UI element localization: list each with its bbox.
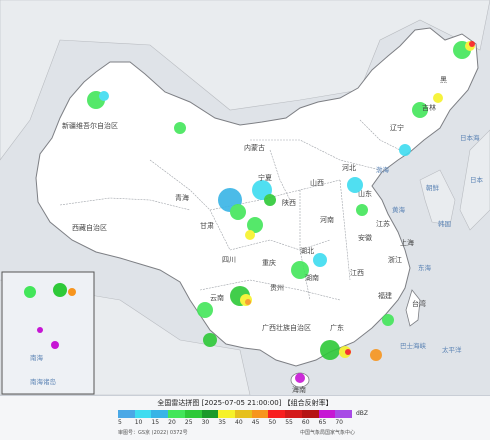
label-shanxi: 山西 (310, 178, 324, 187)
label-anhui: 安徽 (358, 233, 372, 242)
legend-tick-label: 20 (168, 419, 176, 426)
legend-title: 全国雷达拼图 [2025-07-05 21:00:00] 【组合反射率】 (157, 399, 333, 407)
label-nanhai-islands: 南海诸岛 (30, 377, 56, 386)
label-guangxi: 广西壮族自治区 (262, 323, 311, 332)
label-hebei: 河北 (342, 164, 356, 172)
radar-echoes (87, 41, 475, 383)
label-henan: 河南 (320, 215, 334, 224)
label-hunan: 湖南 (305, 273, 319, 282)
label-bashi: 巴士海峡 (400, 341, 427, 350)
label-hainan: 海南 (292, 385, 306, 394)
legend-tick-label: 45 (251, 419, 260, 426)
label-taiwan: 台湾 (412, 299, 426, 308)
map-labels: 新疆维吾尔自治区 西藏自治区 青海 内蒙古 甘肃 四川 云南 贵州 广西壮族自治… (62, 76, 447, 394)
inset-echoes (24, 283, 76, 349)
label-neimenggu: 内蒙古 (244, 143, 265, 152)
legend-swatch (134, 410, 152, 418)
label-korea-south: 韩国 (438, 219, 451, 228)
legend-swatch (251, 410, 269, 418)
legend-tick-label: 30 (201, 419, 210, 426)
legend-swatch (118, 410, 135, 418)
label-guangdong: 广东 (330, 323, 344, 332)
label-nanhai: 南海 (30, 353, 44, 362)
label-sichuan: 四川 (222, 256, 236, 264)
label-chongqing: 重庆 (262, 258, 276, 267)
legend-swatch (201, 410, 219, 418)
neighbor-land-korea (419, 169, 456, 226)
label-yunnan: 云南 (210, 293, 224, 302)
label-hei: 黑 (440, 76, 447, 84)
legend-panel: 全国雷达拼图 [2025-07-05 21:00:00] 【组合反射率】 5 10… (0, 395, 490, 440)
label-zhejiang: 浙江 (388, 255, 402, 264)
label-xizang: 西藏自治区 (72, 223, 107, 232)
legend-swatch (301, 410, 319, 418)
legend-swatch (218, 410, 236, 418)
neighbor-land-north (0, 0, 490, 161)
label-shandong: 山东 (358, 189, 372, 198)
legend-swatch (151, 410, 169, 418)
label-korea-north: 朝鲜 (426, 183, 440, 192)
legend-tick-label: 50 (268, 419, 277, 426)
legend-tick-label: 65 (318, 419, 327, 426)
legend-colorbar (118, 410, 353, 418)
legend-tick-label: 60 (301, 419, 310, 426)
label-liaoning: 辽宁 (390, 123, 404, 132)
credit-text: 中国气象局国家气象中心 (300, 430, 356, 436)
taiwan-island (405, 289, 421, 327)
map-approval-number: 审图号：GS京 (2022) 0372号 (118, 430, 188, 436)
radar-map: 新疆维吾尔自治区 西藏自治区 青海 内蒙古 甘肃 四川 云南 贵州 广西壮族自治… (0, 0, 490, 395)
legend-tick-label: 35 (218, 419, 226, 426)
label-ningxia: 宁夏 (258, 173, 272, 182)
label-donghai: 东海 (418, 263, 432, 272)
label-hubei: 湖北 (300, 246, 314, 255)
label-bohai: 渤海 (376, 165, 390, 174)
legend-ticks: 5 10 15 20 25 30 35 40 45 50 55 60 65 70 (118, 419, 352, 429)
legend-tick-label: 70 (335, 419, 343, 426)
label-guizhou: 贵州 (270, 283, 284, 292)
south-china-sea-inset (1, 271, 95, 395)
legend-swatch (318, 410, 336, 418)
legend-swatch (285, 410, 302, 418)
label-fujian: 福建 (378, 291, 392, 300)
legend-swatch (235, 410, 252, 418)
legend-swatch (335, 410, 353, 418)
label-gansu: 甘肃 (200, 221, 214, 230)
neighbor-land-japan (459, 129, 490, 231)
label-huanghai: 黄海 (392, 205, 406, 214)
legend-swatch (184, 410, 202, 418)
legend-tick-label: 10 (134, 419, 143, 426)
sea-labels: 黄海 东海 太平洋 南海 渤海 日本海 巴士海峡 南海诸岛 朝鲜 韩国 日本 (30, 133, 484, 386)
label-ribenhai: 日本海 (460, 133, 480, 142)
legend-tick-label: 25 (184, 419, 193, 426)
label-shaanxi: 陕西 (282, 198, 296, 207)
label-shanghai: 上海 (400, 238, 414, 247)
label-jilin: 吉林 (422, 103, 436, 112)
label-japan: 日本 (470, 175, 484, 184)
legend-swatch (268, 410, 286, 418)
legend-tick-label: 55 (285, 419, 293, 426)
label-qinghai: 青海 (175, 193, 189, 202)
label-pacific: 太平洋 (442, 345, 462, 354)
legend-tick-label: 15 (151, 419, 160, 426)
label-jiangsu: 江苏 (376, 219, 390, 228)
label-jiangxi: 江西 (350, 269, 364, 277)
legend-tick-label: 40 (235, 419, 243, 426)
legend-swatch (168, 410, 185, 418)
legend-unit: dBZ (356, 410, 369, 417)
legend-tick-label: 5 (118, 419, 122, 426)
label-xinjiang: 新疆维吾尔自治区 (62, 121, 118, 130)
